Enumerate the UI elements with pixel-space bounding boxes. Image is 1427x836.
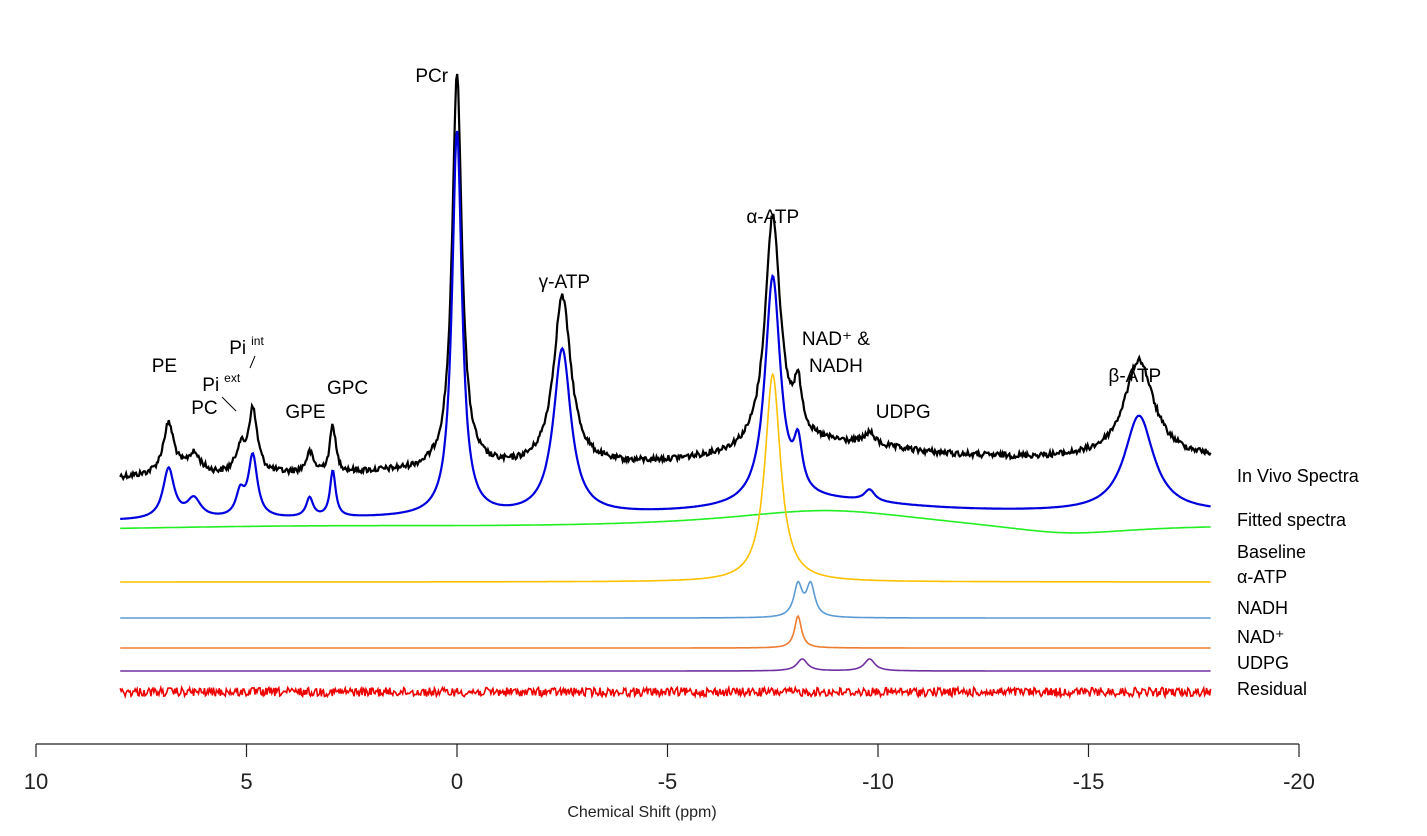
x-tick-label: 5: [240, 769, 252, 794]
peak-label-pcr: PCr: [415, 66, 448, 87]
series-line-nadh: [120, 580, 1211, 619]
series-label-atp: α-ATP: [1237, 567, 1287, 587]
series-label-residual: Residual: [1237, 679, 1307, 699]
x-tick-label: -10: [862, 769, 894, 794]
x-axis-title: Chemical Shift (ppm): [567, 804, 716, 821]
x-tick-label: -15: [1073, 769, 1105, 794]
series-label-nadh: NADH: [1237, 598, 1288, 618]
peak-label-gpc: GPC: [327, 378, 368, 399]
peak-label-nadh: NADH: [809, 356, 863, 377]
series-label-fitted-spectra: Fitted spectra: [1237, 510, 1347, 530]
pi-int-leader-line: [249, 355, 256, 369]
peak-label-atp: β-ATP: [1108, 366, 1161, 387]
series-line-atp: [120, 372, 1211, 583]
series-label-baseline: Baseline: [1237, 542, 1306, 562]
series-label-udpg: UDPG: [1237, 653, 1289, 673]
peak-label-nad: NAD⁺ &: [802, 329, 870, 350]
series-line-baseline: [120, 509, 1211, 534]
peak-label-pi-int: Pi int: [229, 334, 264, 359]
pi-ext-leader-line: [221, 396, 237, 412]
series-line-udpg: [120, 658, 1211, 672]
series-line-fitted-spectra: [120, 130, 1211, 520]
peak-label-udpg: UDPG: [876, 402, 931, 423]
x-tick-label: 10: [24, 769, 48, 794]
x-tick-label: 0: [451, 769, 463, 794]
peak-label-pe: PE: [152, 356, 177, 377]
peak-label-atp: γ-ATP: [539, 272, 590, 293]
series-label-in-vivo-spectra: In Vivo Spectra: [1237, 466, 1360, 486]
peak-label-gpe: GPE: [285, 402, 325, 423]
x-tick-label: -5: [658, 769, 678, 794]
peak-label-pi-ext: Pi ext: [202, 371, 241, 396]
series-line-residual: [119, 684, 1212, 700]
series-label-nad: NAD⁺: [1237, 627, 1285, 647]
series-line-in-vivo-spectra: [119, 73, 1212, 482]
spectrum-traces: [119, 73, 1212, 700]
peak-label-pc: PC: [191, 398, 217, 419]
x-axis: 10 5 0 -5 -10 -15 -20: [24, 743, 1315, 794]
series-line-nad: [120, 614, 1211, 649]
annotations: In Vivo Spectra Fitted spectra Baseline α-A…: [152, 66, 1360, 699]
x-tick-label: -20: [1283, 769, 1315, 794]
peak-label-atp: α-ATP: [746, 207, 799, 228]
